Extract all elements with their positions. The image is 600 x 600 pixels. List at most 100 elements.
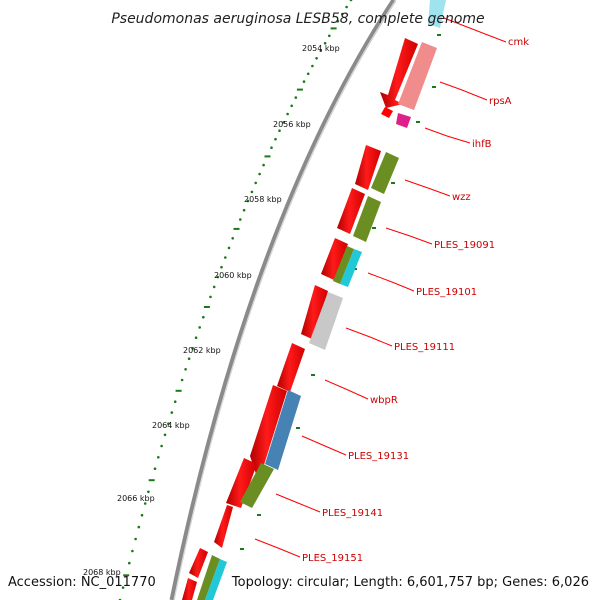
- scale-minor-tick: [286, 112, 289, 116]
- gene-block-rpsA[interactable]: [398, 42, 437, 110]
- scale-major-tick: [148, 479, 155, 482]
- leader-lines: [254, 17, 507, 558]
- gene-label-wbpR[interactable]: wbpR: [370, 395, 398, 406]
- gene-arrow-red[interactable]: [277, 343, 305, 392]
- gene-block-ihfB[interactable]: [396, 113, 411, 128]
- gene-arrow-red[interactable]: [250, 385, 287, 474]
- gene-label-cmk[interactable]: cmk: [508, 37, 529, 48]
- leader-PLES_19111: [345, 327, 393, 347]
- gene-arrow-red[interactable]: [380, 38, 418, 108]
- gene-ring-tick: [372, 227, 376, 229]
- scale-minor-tick: [270, 146, 273, 149]
- gene-label-PLES_19091[interactable]: PLES_19091: [434, 240, 495, 251]
- gene-label-wzz[interactable]: wzz: [452, 192, 471, 203]
- gene-label-PLES_19141[interactable]: PLES_19141: [322, 508, 383, 519]
- gene-ring-tick: [416, 121, 420, 123]
- gene-block-wzz[interactable]: [371, 152, 399, 194]
- scale-minor-tick: [306, 72, 310, 76]
- scale-minor-tick: [121, 586, 125, 589]
- gene-arrow-red[interactable]: [214, 505, 233, 548]
- scale-label-2056: 2056 kbp: [273, 120, 311, 129]
- map-title: Pseudomonas aeruginosa LESB58, complete …: [111, 11, 484, 27]
- scale-label-2066: 2066 kbp: [117, 494, 155, 503]
- scale-minor-tick: [160, 444, 163, 448]
- leader-PLES_19131: [301, 435, 347, 456]
- gene-block-PLES_19101-olive[interactable]: [333, 246, 354, 284]
- leader-wzz: [404, 179, 451, 197]
- gene-block-cmk[interactable]: [428, 0, 446, 28]
- scale-minor-tick: [341, 12, 344, 16]
- scale-minor-tick: [349, 0, 353, 2]
- scale-minor-tick: [294, 96, 298, 99]
- scale-minor-tick: [224, 256, 227, 259]
- scale-major-tick: [296, 88, 303, 91]
- leader-PLES_19101: [367, 272, 415, 292]
- scale-minor-tick: [282, 121, 285, 124]
- scale-label-2058: 2058 kbp: [244, 195, 282, 204]
- scale-minor-tick: [227, 246, 231, 250]
- scale-minor-tick: [274, 137, 277, 141]
- scale-minor-tick: [128, 561, 131, 565]
- scale-minor-tick: [163, 433, 167, 437]
- gene-block-PLES_19151[interactable]: [205, 559, 227, 600]
- gene-arrow-red[interactable]: [189, 548, 208, 578]
- scale-minor-tick: [311, 64, 314, 68]
- leader-wbpR: [324, 379, 369, 400]
- gene-block-PLES_19141[interactable]: [240, 463, 274, 508]
- scale-minor-tick: [180, 378, 184, 382]
- gene-block-PLES_19111[interactable]: [309, 292, 343, 350]
- scale-major-tick: [203, 306, 210, 308]
- scale-minor-tick: [323, 41, 327, 45]
- gene-arrow-red[interactable]: [321, 238, 348, 280]
- gene-arrow-red[interactable]: [182, 578, 197, 600]
- gene-block-PLES_19091[interactable]: [353, 196, 381, 242]
- leader-ihfB: [424, 127, 471, 144]
- scale-label-2062: 2062 kbp: [183, 346, 221, 355]
- gene-label-PLES_19101[interactable]: PLES_19101: [416, 287, 477, 298]
- gene-label-PLES_19131[interactable]: PLES_19131: [348, 451, 409, 462]
- scale-major-tick: [175, 389, 182, 392]
- cog-genes: [197, 0, 446, 600]
- gene-ring-tick: [391, 182, 395, 184]
- scale-minor-tick: [254, 181, 257, 185]
- scale-minor-tick: [250, 190, 254, 194]
- scale-minor-tick: [262, 163, 265, 167]
- gene-arrow-red[interactable]: [337, 188, 365, 234]
- scale-minor-tick: [153, 467, 157, 471]
- gene-block-PLES_19101[interactable]: [340, 249, 362, 287]
- gene-label-PLES_19151[interactable]: PLES_19151: [302, 553, 363, 564]
- scale-ticks: [118, 0, 441, 600]
- genome-backbone: [169, 0, 397, 600]
- gene-arrow-red[interactable]: [355, 145, 381, 190]
- leader-PLES_19141: [275, 493, 321, 513]
- scale-minor-tick: [231, 237, 234, 240]
- scale-minor-tick: [198, 326, 201, 329]
- scale-minor-tick: [220, 265, 223, 269]
- scale-minor-tick: [157, 456, 160, 459]
- scale-minor-tick: [147, 490, 150, 494]
- scale-minor-tick: [131, 549, 134, 553]
- scale-minor-tick: [170, 411, 174, 414]
- scale-major-tick: [330, 27, 337, 30]
- scale-minor-tick: [319, 49, 323, 52]
- genome-summary-text: Topology: circular; Length: 6,601,757 bp…: [231, 575, 589, 590]
- scale-label-2060: 2060 kbp: [214, 271, 252, 280]
- gene-label-rpsA[interactable]: rpsA: [489, 96, 512, 107]
- gene-ring-tick: [296, 427, 300, 429]
- gene-label-PLES_19111[interactable]: PLES_19111: [394, 342, 455, 353]
- gene-block-PLES_19151-olive[interactable]: [197, 555, 220, 600]
- scale-labels: 2054 kbp 2056 kbp 2058 kbp 2060 kbp 2062…: [83, 44, 340, 577]
- leader-PLES_19151: [254, 538, 301, 558]
- scale-minor-tick: [143, 502, 147, 505]
- gene-arrow-red[interactable]: [381, 107, 393, 118]
- scale-minor-tick: [336, 19, 340, 23]
- gene-arrow-red[interactable]: [301, 285, 328, 340]
- scale-minor-tick: [258, 172, 261, 176]
- gene-block-PLES_19131[interactable]: [265, 390, 301, 470]
- gene-label-ihfB[interactable]: ihfB: [472, 139, 492, 150]
- scale-minor-tick: [140, 513, 144, 517]
- scale-label-2064: 2064 kbp: [152, 421, 190, 430]
- gene-arrow-red[interactable]: [226, 458, 257, 508]
- gene-ring-tick: [432, 86, 436, 88]
